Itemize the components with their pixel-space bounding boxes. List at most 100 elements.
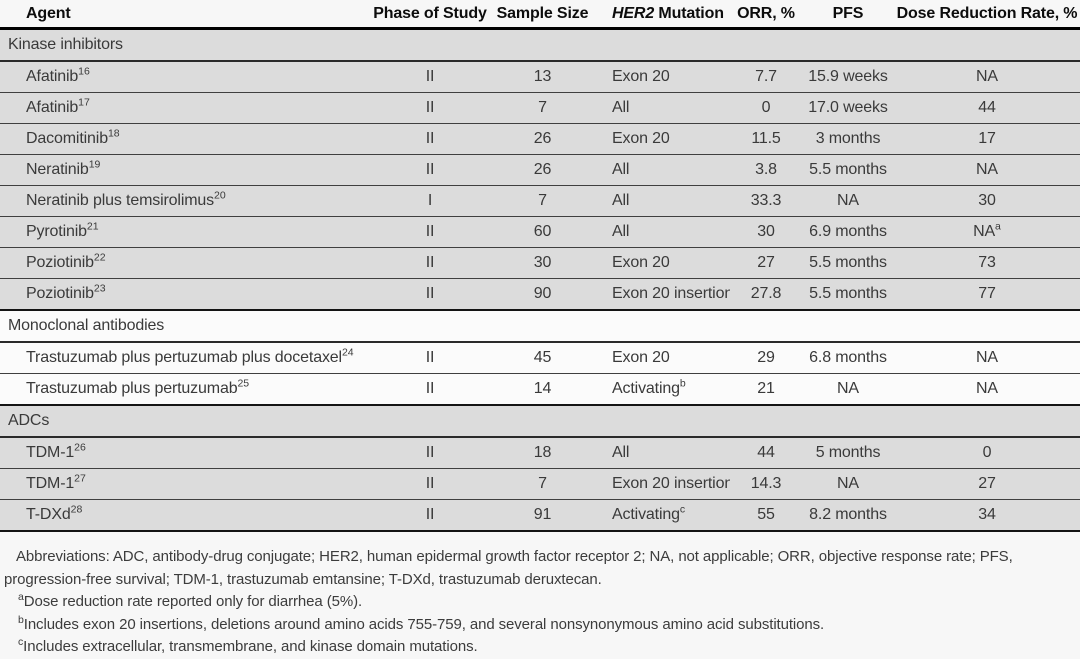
her2-mutation-cell: Activatingb xyxy=(595,374,730,406)
dose-reduction-cell: NAa xyxy=(894,217,1080,248)
pfs-cell: NA xyxy=(837,475,859,492)
sample-size-cell: 90 xyxy=(533,285,552,302)
section-header-row: Kinase inhibitors xyxy=(0,28,1080,61)
agent-cell: T-DXd28 xyxy=(0,500,370,532)
orr-cell: 14.3 xyxy=(750,475,782,492)
orr-cell: 21 xyxy=(757,380,775,397)
phase-cell: II xyxy=(425,254,435,271)
footnote-list: aDose reduction rate reported only for d… xyxy=(4,591,1076,659)
dose-reduction-cell: 34 xyxy=(894,500,1080,532)
pfs-cell: 5 months xyxy=(815,444,881,461)
phase-cell: II xyxy=(425,349,435,366)
pfs-cell: 15.9 weeks xyxy=(808,68,888,85)
phase-cell: II xyxy=(425,506,435,523)
dose-reduction-value: NA xyxy=(976,349,998,366)
sample-size-cell: 7 xyxy=(538,475,547,492)
pfs-cell: NA xyxy=(837,380,859,397)
pfs-cell: NA xyxy=(837,192,859,209)
orr-cell: 0 xyxy=(761,99,771,116)
orr-cell: 3.8 xyxy=(755,161,777,178)
her2-mutation-value: Exon 20 insertion xyxy=(612,475,730,492)
her2-mutation-cell: Exon 20 insertion xyxy=(595,279,730,311)
table-row: TDM-126 II 18 All 44 5 months 0 xyxy=(0,437,1080,469)
section-header-label: ADCs xyxy=(8,412,50,429)
reference-number: 28 xyxy=(70,503,83,516)
table-row: Trastuzumab plus pertuzumab25 II 14 Activat… xyxy=(0,373,1080,406)
orr-cell: 33.3 xyxy=(750,192,782,209)
agent-name: Poziotinib xyxy=(26,285,94,302)
phase-cell: II xyxy=(425,161,435,178)
her2-mutation-cell: Exon 20 xyxy=(595,342,730,374)
reference-number: 16 xyxy=(78,65,90,78)
her2-mutation-cell: All xyxy=(595,437,730,469)
agent-name: Neratinib xyxy=(26,161,89,178)
footnote-marker: a xyxy=(995,220,1001,233)
agent-name: TDM-1 xyxy=(26,444,75,461)
her2-mutation-value: All xyxy=(612,161,630,178)
pfs-cell: 17.0 weeks xyxy=(808,99,888,116)
footnote-letter: b xyxy=(18,613,24,626)
clinical-trials-table: Agent Phase of Study Sample Size HER2 Mu… xyxy=(0,0,1080,532)
dose-reduction-value: NA xyxy=(976,380,998,397)
table-row: Afatinib16 II 13 Exon 20 7.7 15.9 weeks NA xyxy=(0,61,1080,93)
table-row: TDM-127 II 7 Exon 20 insertion 14.3 NA 27 xyxy=(0,468,1080,500)
her2-mutation-value: Exon 20 xyxy=(612,254,670,271)
footnote-line: bIncludes exon 20 insertions, deletions … xyxy=(4,614,1076,637)
section-header-row: Monoclonal antibodies xyxy=(0,310,1080,342)
dose-reduction-value: 0 xyxy=(982,444,992,461)
phase-cell: II xyxy=(425,68,435,85)
orr-cell: 30 xyxy=(757,223,775,240)
footnote-text: Includes exon 20 insertions, deletions a… xyxy=(23,615,825,633)
agent-cell: TDM-127 xyxy=(0,469,370,500)
pfs-cell: 6.9 months xyxy=(809,223,887,240)
agent-name: Afatinib xyxy=(26,68,79,85)
agent-name: Poziotinib xyxy=(26,254,94,271)
reference-number: 27 xyxy=(74,472,86,485)
orr-cell: 44 xyxy=(757,444,775,461)
agent-cell: Pyrotinib21 xyxy=(0,217,370,248)
dose-reduction-value: 73 xyxy=(978,254,996,271)
reference-number: 26 xyxy=(74,441,86,454)
agent-cell: Neratinib plus temsirolimus20 xyxy=(0,186,370,217)
dose-reduction-value: NA xyxy=(976,161,998,178)
her2-mutation-value: Activating xyxy=(612,506,680,523)
dose-reduction-cell: 30 xyxy=(894,186,1080,217)
phase-cell: II xyxy=(425,99,435,116)
sample-size-cell: 30 xyxy=(533,254,552,271)
table-row: Pyrotinib21 II 60 All 30 6.9 months NAa xyxy=(0,216,1080,248)
footnote-marker: b xyxy=(679,377,686,390)
agent-cell: Poziotinib22 xyxy=(0,248,370,279)
sample-size-cell: 91 xyxy=(533,506,552,523)
orr-cell: 27 xyxy=(757,254,775,271)
her2-mutation-cell: Exon 20 xyxy=(595,248,730,279)
reference-number: 22 xyxy=(93,251,106,264)
reference-number: 25 xyxy=(237,377,250,390)
pfs-cell: 5.5 months xyxy=(809,285,887,302)
sample-size-cell: 7 xyxy=(538,99,547,116)
phase-cell: II xyxy=(425,444,435,461)
footnote-text: Includes extracellular, transmembrane, a… xyxy=(23,638,478,655)
phase-cell: II xyxy=(425,380,435,397)
agent-name: Trastuzumab plus pertuzumab xyxy=(26,380,238,397)
dose-reduction-cell: NA xyxy=(894,155,1080,186)
agent-cell: Afatinib16 xyxy=(0,61,370,93)
her2-mutation-cell: All xyxy=(595,186,730,217)
table-row: Neratinib plus temsirolimus20 I 7 All 33.3 NA… xyxy=(0,185,1080,217)
dose-reduction-cell: NA xyxy=(894,342,1080,374)
mutation-label: Mutation xyxy=(658,4,724,22)
table-row: Poziotinib22 II 30 Exon 20 27 5.5 months 73 xyxy=(0,247,1080,279)
dose-reduction-value: NA xyxy=(973,223,996,240)
table-row: Afatinib17 II 7 All 0 17.0 weeks 44 xyxy=(0,92,1080,124)
orr-cell: 29 xyxy=(757,349,775,366)
footnote-line: cIncludes extracellular, transmembrane, … xyxy=(4,636,1076,659)
footnote-text: Dose reduction rate reported only for di… xyxy=(23,593,363,610)
orr-cell: 55 xyxy=(757,506,775,523)
her2-mutation-cell: Exon 20 xyxy=(595,124,730,155)
col-header-her2-mutation: HER2 Mutation xyxy=(595,0,730,30)
table-row: Dacomitinib18 II 26 Exon 20 11.5 3 months 17 xyxy=(0,123,1080,155)
sample-size-cell: 13 xyxy=(533,68,552,85)
agent-name: Afatinib xyxy=(26,99,79,116)
dose-reduction-cell: 0 xyxy=(894,437,1080,469)
orr-cell: 7.7 xyxy=(755,68,777,85)
phase-cell: I xyxy=(427,192,433,209)
